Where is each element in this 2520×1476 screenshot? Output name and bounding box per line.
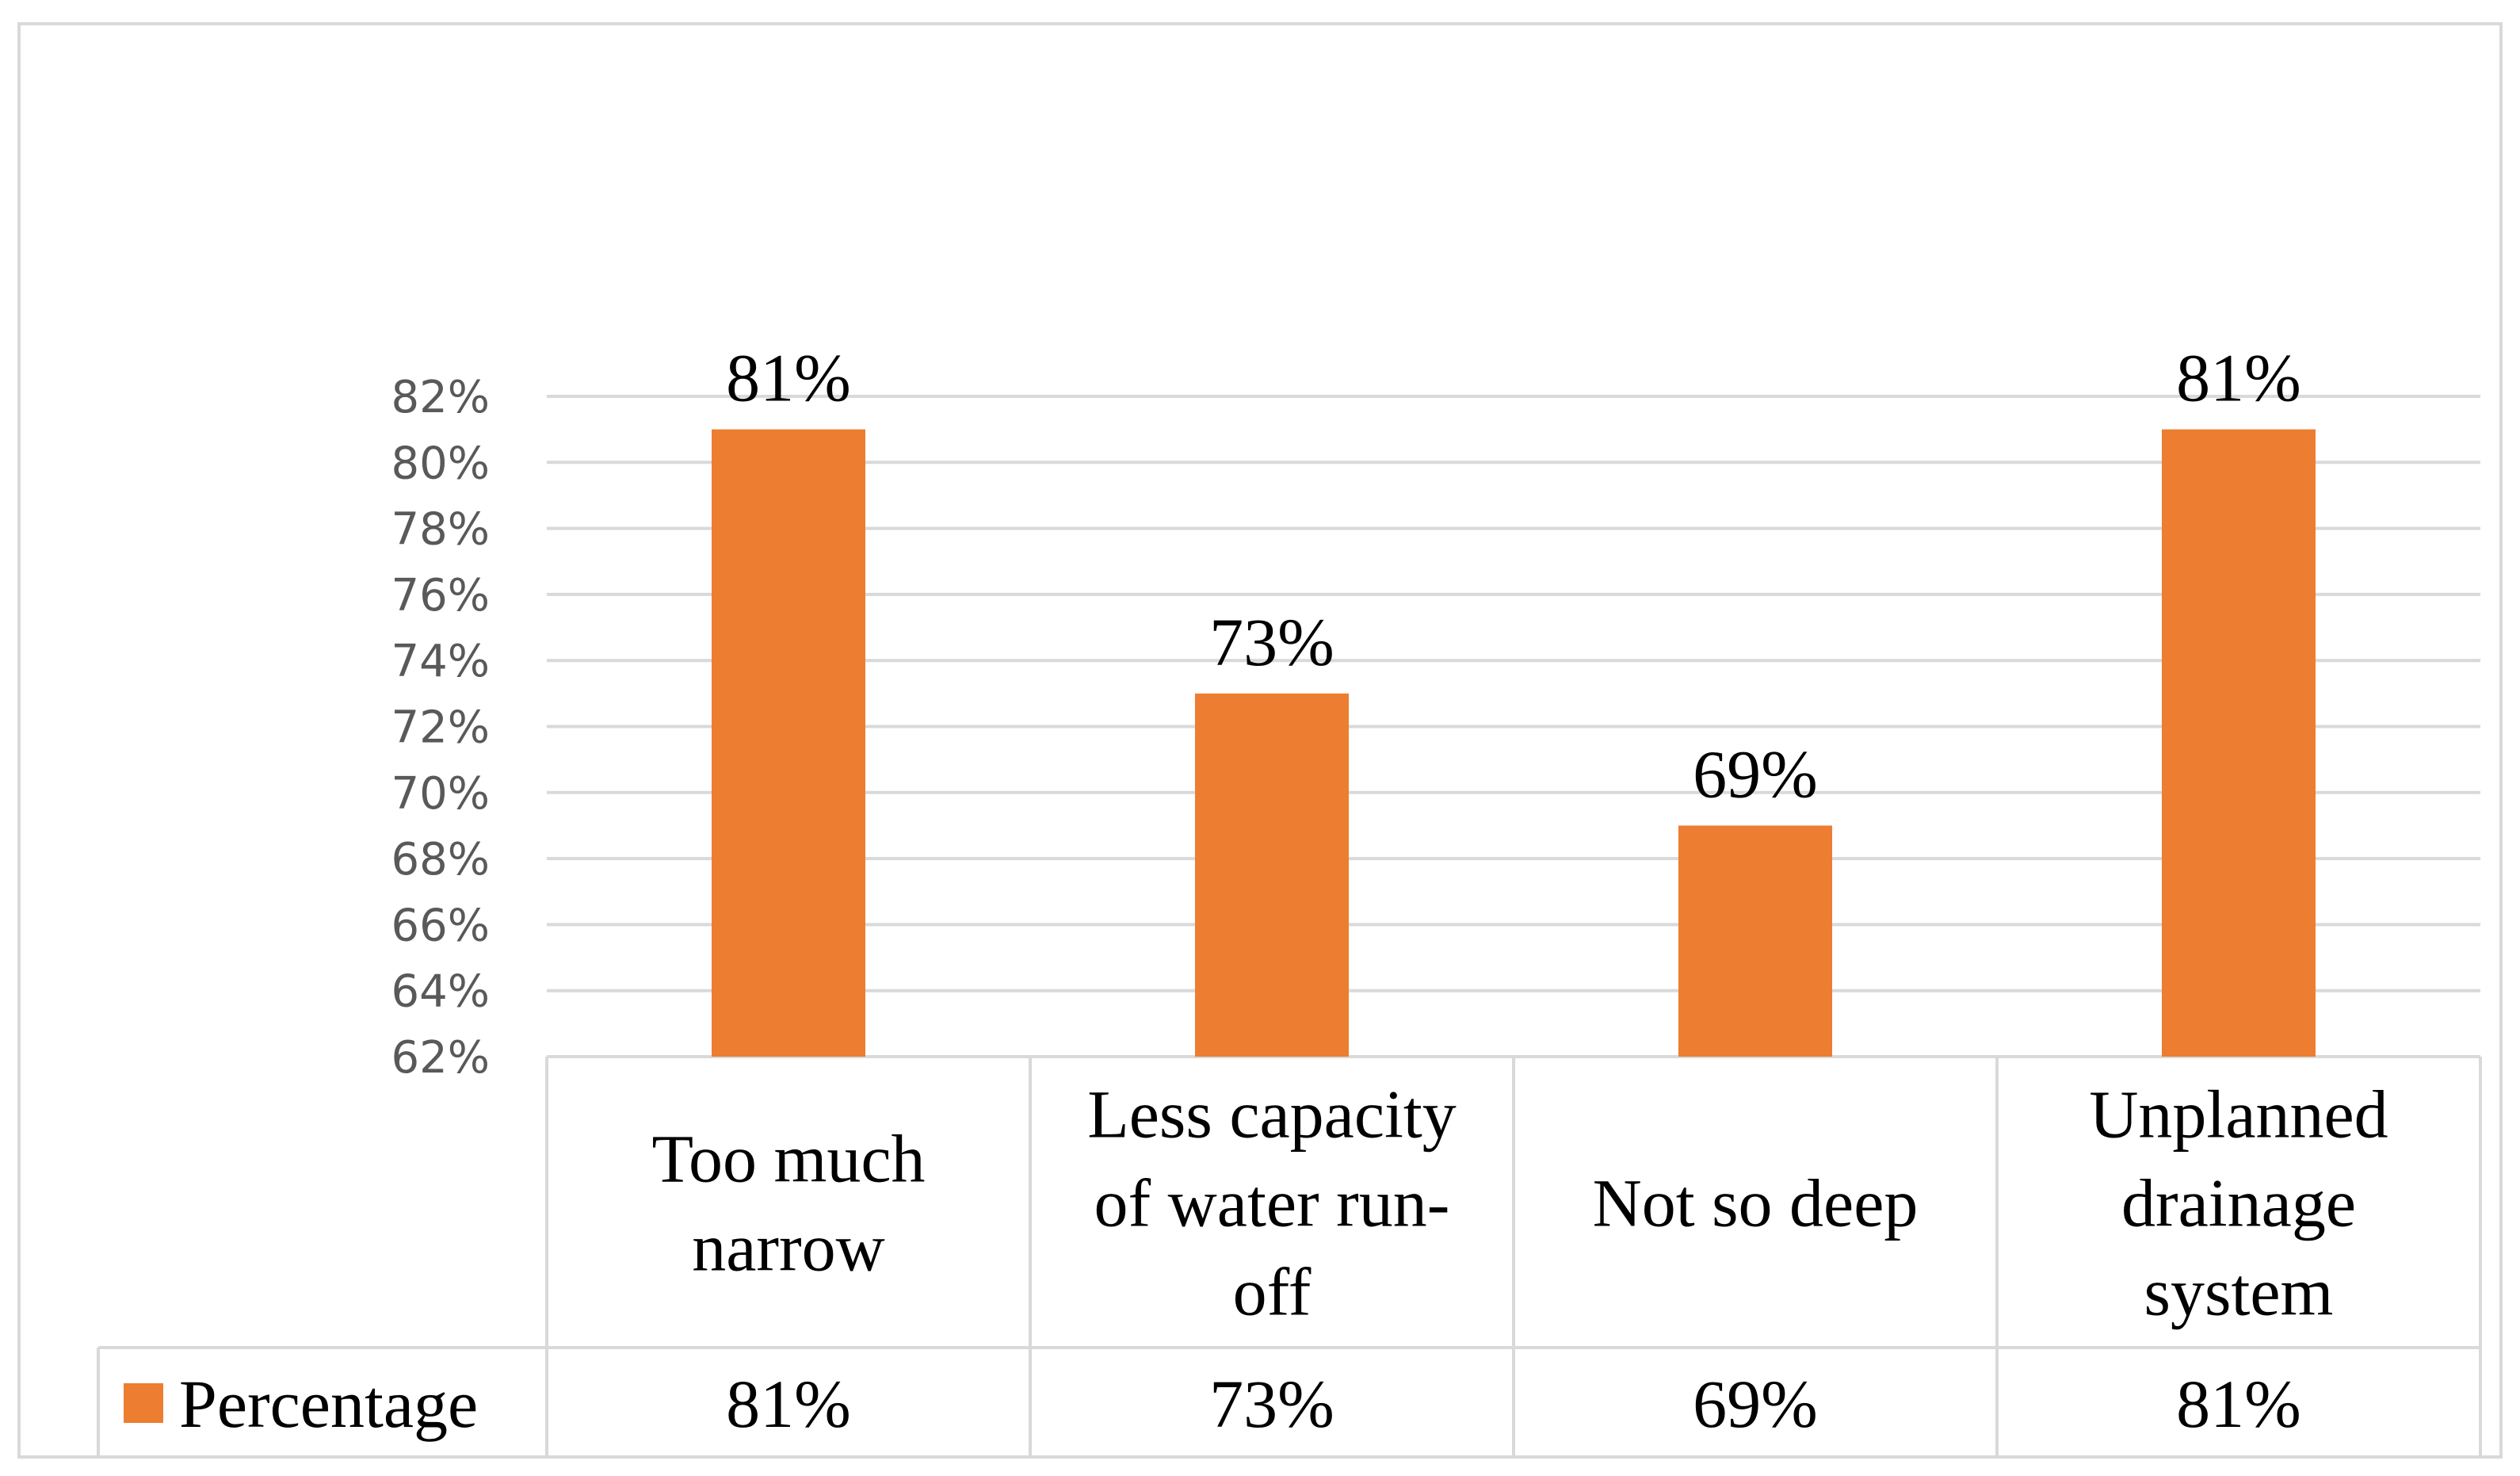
y-axis-ticks: 62% 64% 66% 68% 70% 72% 74% 76% 78% 80% 82% [391, 372, 490, 1084]
category-label: drainage [2121, 1165, 2356, 1241]
data-label: 69% [1693, 736, 1818, 812]
legend-label: Percentage [179, 1366, 478, 1442]
category-label: narrow [692, 1210, 885, 1286]
legend-swatch [124, 1383, 163, 1423]
bar [712, 429, 865, 1057]
y-tick-label: 78% [391, 504, 490, 556]
y-tick-label: 72% [391, 702, 490, 754]
data-table-grid [97, 1055, 2482, 1459]
gridlines [547, 395, 2480, 992]
table-value: 73% [1209, 1366, 1334, 1442]
bars [712, 429, 2316, 1057]
category-label: off [1233, 1254, 1312, 1330]
y-tick-label: 68% [391, 834, 490, 885]
data-label: 81% [726, 340, 851, 416]
table-value: 69% [1693, 1366, 1818, 1442]
data-labels: 81% 73% 69% 81% [726, 340, 2301, 813]
y-tick-label: 64% [391, 966, 490, 1018]
data-table-values: 81% 73% 69% 81% [726, 1366, 2301, 1442]
y-tick-label: 82% [391, 372, 490, 423]
category-label: Too much [651, 1121, 925, 1197]
table-value: 81% [2176, 1366, 2301, 1442]
data-label: 81% [2176, 340, 2301, 416]
category-label: system [2144, 1254, 2334, 1330]
y-tick-label: 80% [391, 438, 490, 489]
category-label: Not so deep [1593, 1165, 1919, 1241]
legend: Percentage [124, 1366, 478, 1442]
bar [1678, 825, 1832, 1057]
bar [2162, 429, 2316, 1057]
y-tick-label: 66% [391, 900, 490, 951]
category-label: of water run- [1094, 1165, 1450, 1241]
category-label: Less capacity [1087, 1076, 1457, 1153]
y-tick-label: 74% [391, 636, 490, 687]
bar [1195, 693, 1349, 1057]
y-tick-label: 76% [391, 570, 490, 621]
table-value: 81% [726, 1366, 851, 1442]
data-label: 73% [1209, 604, 1334, 680]
y-tick-label: 62% [391, 1032, 490, 1084]
y-tick-label: 70% [391, 768, 490, 820]
category-label: Unplanned [2089, 1076, 2388, 1153]
category-labels: Too much narrow Less capacity of water run-… [651, 1076, 2388, 1330]
